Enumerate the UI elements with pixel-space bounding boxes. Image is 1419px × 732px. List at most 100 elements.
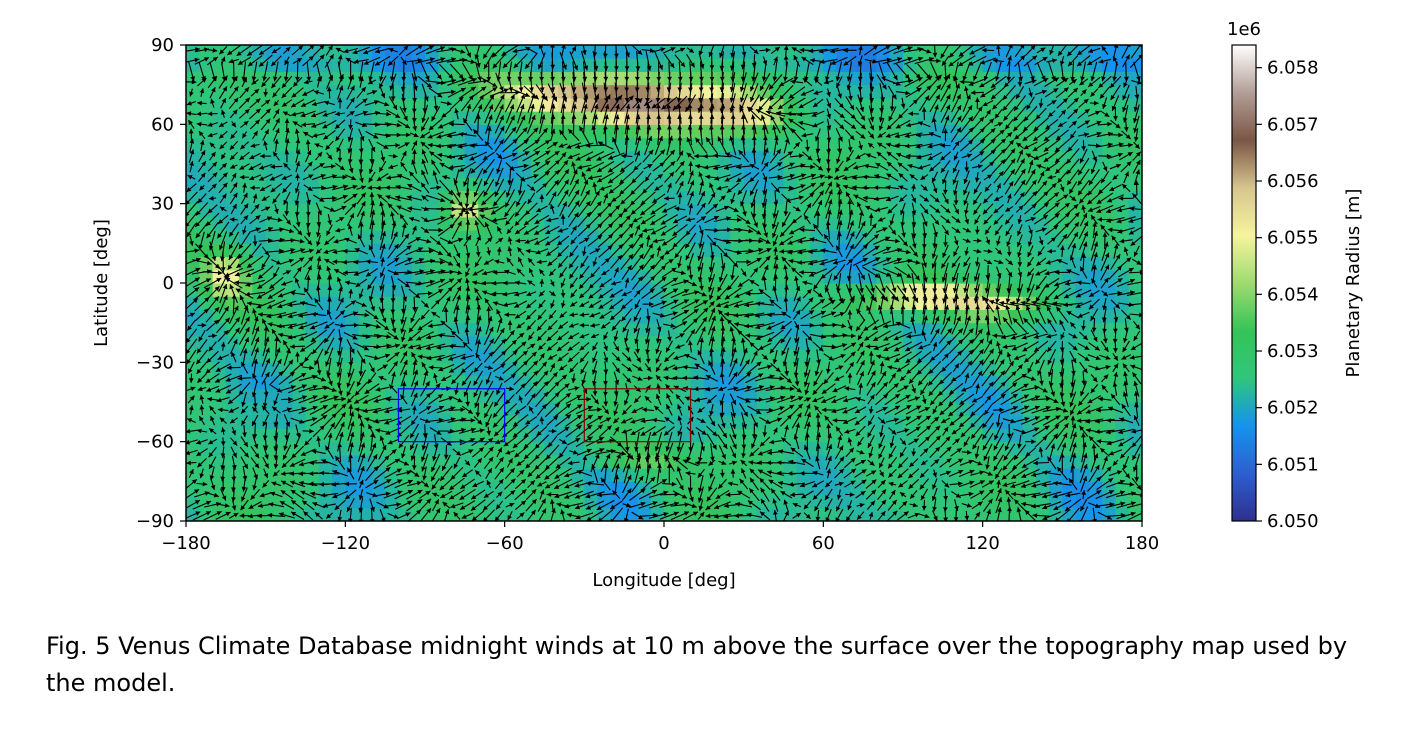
heatmap-cell <box>186 243 200 258</box>
heatmap-cell <box>438 203 453 218</box>
heatmap-cell <box>783 150 798 165</box>
heatmap-cell <box>876 375 891 390</box>
heatmap-cell <box>557 283 572 297</box>
heatmap-cell <box>358 402 373 416</box>
heatmap-cell <box>730 243 745 258</box>
heatmap-cell <box>239 349 253 363</box>
heatmap-cell <box>557 269 572 284</box>
heatmap-cell <box>531 402 546 416</box>
heatmap-cell <box>903 190 917 205</box>
heatmap-cell <box>478 84 492 99</box>
heatmap-cell <box>730 256 745 271</box>
heatmap-cell <box>836 494 851 509</box>
heatmap-cell <box>664 494 678 509</box>
heatmap-cell <box>557 309 572 324</box>
heatmap-cell <box>703 58 718 72</box>
heatmap-cell <box>836 481 851 496</box>
heatmap-cell <box>265 468 280 482</box>
heatmap-cell <box>823 388 838 403</box>
heatmap-cell <box>371 415 386 429</box>
heatmap-cell <box>903 349 917 363</box>
heatmap-cell <box>199 309 214 324</box>
heatmap-cell <box>371 322 386 337</box>
heatmap-cell <box>929 269 944 284</box>
heatmap-cell <box>610 283 625 297</box>
heatmap-cell <box>411 296 426 310</box>
heatmap-cell <box>849 164 864 178</box>
heatmap-cell <box>464 481 479 496</box>
heatmap-cell <box>557 230 572 244</box>
heatmap-cell <box>225 230 240 244</box>
heatmap-cell <box>398 190 413 205</box>
heatmap-cell <box>199 58 214 72</box>
heatmap-cell <box>703 84 718 99</box>
heatmap-cell <box>743 441 758 456</box>
heatmap-cell <box>796 177 811 191</box>
heatmap-cell <box>557 388 572 403</box>
heatmap-cell <box>916 335 931 350</box>
heatmap-cell <box>345 150 360 165</box>
heatmap-cell <box>1088 269 1103 284</box>
heatmap-cell <box>863 349 878 363</box>
heatmap-cell <box>624 71 639 86</box>
heatmap-cell <box>239 203 253 218</box>
heatmap-cell <box>1022 71 1037 86</box>
heatmap-cell <box>717 243 731 258</box>
heatmap-cell <box>371 97 386 112</box>
heatmap-cell <box>411 441 426 456</box>
heatmap-cell <box>942 349 957 363</box>
heatmap-cell <box>438 137 453 152</box>
heatmap-cell <box>903 58 917 72</box>
heatmap-cell <box>1128 468 1142 482</box>
heatmap-cell <box>783 243 798 258</box>
heatmap-cell <box>624 243 639 258</box>
heatmap-cell <box>305 283 320 297</box>
heatmap-cell <box>836 71 851 86</box>
heatmap-cell <box>916 230 931 244</box>
heatmap-cell <box>956 507 970 521</box>
heatmap-cell <box>265 441 280 456</box>
heatmap-cell <box>305 164 320 178</box>
heatmap-cell <box>703 428 718 443</box>
heatmap-cell <box>610 256 625 271</box>
heatmap-cell <box>371 137 386 152</box>
heatmap-cell <box>332 335 346 350</box>
heatmap-cell <box>491 388 506 403</box>
heatmap-cell <box>1102 349 1117 363</box>
heatmap-cell <box>531 97 546 112</box>
heatmap-cell <box>252 481 267 496</box>
heatmap-cell <box>557 124 572 139</box>
heatmap-cell <box>225 335 240 350</box>
heatmap-cell <box>876 45 891 59</box>
heatmap-cell <box>597 216 612 231</box>
heatmap-cell <box>863 269 878 284</box>
heatmap-cell <box>863 322 878 337</box>
heatmap-cell <box>929 230 944 244</box>
heatmap-cell <box>1049 190 1063 205</box>
heatmap-cell <box>916 256 931 271</box>
heatmap-cell <box>717 269 731 284</box>
heatmap-cell <box>1075 362 1090 377</box>
heatmap-cell <box>571 468 585 482</box>
heatmap-cell <box>557 296 572 310</box>
heatmap-cell <box>1022 111 1037 125</box>
heatmap-cell <box>597 362 612 377</box>
heatmap-cell <box>889 375 904 390</box>
heatmap-cell <box>491 494 506 509</box>
heatmap-cell <box>531 124 546 139</box>
heatmap-cell <box>292 243 307 258</box>
heatmap-cell <box>491 402 506 416</box>
heatmap-cell <box>836 137 851 152</box>
heatmap-cell <box>504 269 519 284</box>
heatmap-cell <box>478 349 492 363</box>
heatmap-cell <box>504 71 519 86</box>
heatmap-cell <box>1115 335 1130 350</box>
heatmap-cell <box>544 349 559 363</box>
heatmap-cell <box>836 388 851 403</box>
heatmap-cell <box>425 256 439 271</box>
heatmap-cell <box>1049 111 1063 125</box>
heatmap-cell <box>1088 97 1103 112</box>
heatmap-cell <box>717 362 731 377</box>
heatmap-cell <box>889 150 904 165</box>
heatmap-cell <box>318 468 333 482</box>
